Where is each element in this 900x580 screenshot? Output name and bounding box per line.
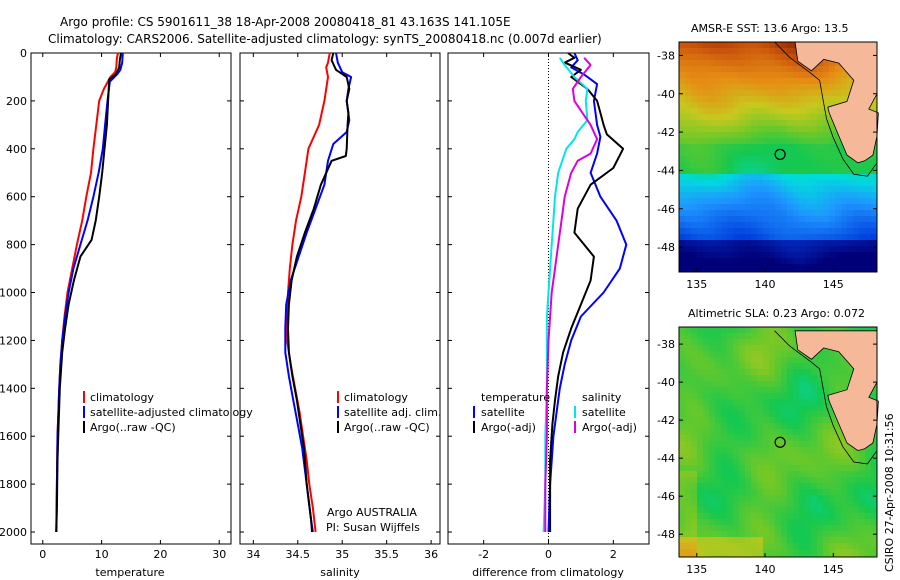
pi-annotation: PI: Susan Wijffels <box>326 521 420 534</box>
argo-float-marker <box>774 148 786 160</box>
x-tick-label: 35.5 <box>374 548 399 561</box>
map-frame <box>678 326 878 558</box>
y-tick-label: 400 <box>6 143 27 156</box>
salinity-legend: climatology satellite adj. clim. Argo(..… <box>337 391 441 434</box>
difference-legend: temperature satellite Argo(-adj) salinit… <box>473 391 637 434</box>
map-y-tick-label: -46 <box>657 203 675 216</box>
map-x-tick-label: 140 <box>755 563 776 576</box>
csiro-timestamp-label: CSIRO 27-Apr-2008 10:31:56 <box>883 413 896 572</box>
y-tick-label: 200 <box>6 95 27 108</box>
map-frame <box>678 41 878 273</box>
sla-map-title: Altimetric SLA: 0.23 Argo: 0.072 <box>688 307 865 320</box>
argo-australia-annotation: Argo AUSTRALIA <box>327 506 417 519</box>
series-line-temperature-satellite <box>547 52 628 533</box>
map-y-tick-label: -38 <box>657 49 675 62</box>
temperature-legend: climatology satellite-adjusted climatolo… <box>83 391 253 434</box>
y-tick-label: 800 <box>6 239 27 252</box>
map-y-tick-label: -42 <box>657 126 675 139</box>
y-tick-label: 1800 <box>0 478 27 491</box>
series-line-argo-raw-qc- <box>287 52 351 533</box>
series-line-temperature-argo-adj- <box>549 52 625 532</box>
y-tick-label: 0 <box>20 47 27 60</box>
argo-float-marker <box>774 436 786 448</box>
legend-temp-argo: Argo(-adj) <box>481 421 536 434</box>
y-tick-label: 1200 <box>0 334 27 347</box>
map-x-tick-label: 145 <box>823 563 844 576</box>
map-y-tick-label: -44 <box>657 164 675 177</box>
y-tick-label: 1600 <box>0 430 27 443</box>
map-y-tick-label: -44 <box>657 452 675 465</box>
map-y-tick-label: -48 <box>657 241 675 254</box>
temperature-panel-frame <box>30 52 232 545</box>
salinity-chart: 34 34.5 35 35.5 36 <box>240 52 440 561</box>
legend-sal-argo: Argo(-adj) <box>582 421 637 434</box>
x-tick-label: 10 <box>95 548 109 561</box>
x-tick-label: 34.5 <box>286 548 311 561</box>
y-tick-label: 1000 <box>0 287 27 300</box>
x-tick-label: 36 <box>424 548 438 561</box>
x-tick-label: 34 <box>246 548 260 561</box>
salinity-panel-frame <box>239 52 441 545</box>
map-y-tick-label: -40 <box>657 376 675 389</box>
y-tick-label: 2000 <box>0 526 27 539</box>
map-y-tick-label: -46 <box>657 490 675 503</box>
map-x-tick-label: 145 <box>823 278 844 291</box>
difference-axis-label: difference from climatology <box>472 566 624 579</box>
series-line-argo-raw-qc- <box>55 52 122 533</box>
map-y-tick-label: -40 <box>657 88 675 101</box>
legend-sal-satellite: satellite <box>582 406 626 419</box>
map-y-tick-label: -42 <box>657 414 675 427</box>
y-tick-label: 600 <box>6 191 27 204</box>
x-tick-label: 2 <box>610 548 617 561</box>
series-line-climatology <box>55 52 120 533</box>
series-line-salinity-argo-adj- <box>544 57 599 532</box>
land-mass <box>794 330 879 452</box>
sst-map-title: AMSR-E SST: 13.6 Argo: 13.5 <box>691 22 849 35</box>
series-line-climatology <box>286 52 331 533</box>
legend-satellite-adj: satellite adj. clim. <box>344 406 441 419</box>
land-mass <box>794 41 879 164</box>
x-tick-label: 35 <box>335 548 349 561</box>
figure-title-line1: Argo profile: CS 5901611_38 18-Apr-2008 … <box>60 15 511 29</box>
shelf-contour <box>774 41 878 177</box>
x-tick-label: 30 <box>212 548 226 561</box>
legend-argo: Argo(..raw -QC) <box>90 421 176 434</box>
shelf-contour <box>774 330 878 465</box>
salinity-axis-label: salinity <box>320 566 360 579</box>
legend-group-temperature: temperature <box>481 391 550 404</box>
x-tick-label: 0 <box>39 548 46 561</box>
difference-chart: -2 0 2 <box>448 52 649 561</box>
legend-argo: Argo(..raw -QC) <box>344 421 430 434</box>
legend-group-salinity: salinity <box>582 391 622 404</box>
altimetric-sla-map: 135 140 145 -38 -40 -42 -44 -46 -48 <box>657 326 879 576</box>
x-tick-label: 20 <box>153 548 167 561</box>
figure-title-line2: Climatology: CARS2006. Satellite-adjuste… <box>48 32 602 46</box>
y-tick-label: 1400 <box>0 382 27 395</box>
map-y-tick-label: -38 <box>657 338 675 351</box>
legend-climatology: climatology <box>344 391 408 404</box>
map-x-tick-label: 140 <box>755 278 776 291</box>
legend-satellite-adjusted: satellite-adjusted climatology <box>90 406 253 419</box>
legend-temp-satellite: satellite <box>481 406 525 419</box>
x-tick-label: -2 <box>478 548 489 561</box>
temperature-chart: 0 10 20 30 0 200 400 600 800 1000 1200 1400 1600 1800… <box>0 47 231 561</box>
map-y-tick-label: -48 <box>657 528 675 541</box>
legend-climatology: climatology <box>90 391 154 404</box>
map-x-tick-label: 135 <box>686 278 707 291</box>
x-tick-label: 0 <box>545 548 552 561</box>
series-line-satellite-adjusted-climatology <box>55 52 124 533</box>
temperature-axis-label: temperature <box>95 566 164 579</box>
map-x-tick-label: 135 <box>686 563 707 576</box>
amsre-sst-map: 135 140 145 -38 -40 -42 -44 -46 -48 <box>657 41 879 291</box>
